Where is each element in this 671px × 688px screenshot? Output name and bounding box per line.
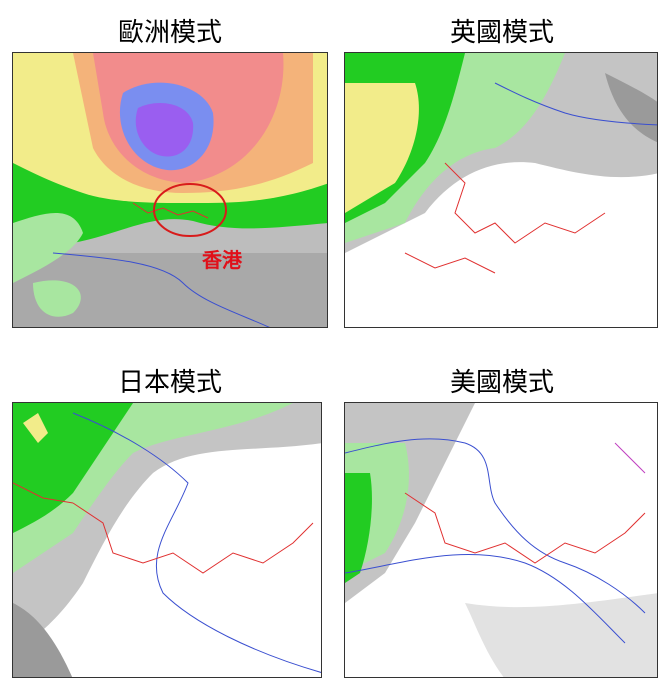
panel-title-ncep: 美國模式 xyxy=(449,368,554,398)
map-ukmo-svg xyxy=(345,53,657,327)
panel-title-ukmo: 英國模式 xyxy=(449,18,554,48)
panel-title-jma: 日本模式 xyxy=(117,368,222,398)
map-ncep xyxy=(344,402,658,678)
map-ncep-svg xyxy=(345,403,657,677)
map-jma-svg xyxy=(13,403,321,677)
map-jma xyxy=(12,402,322,678)
map-ecmwf-svg xyxy=(13,53,327,327)
panel-title-ecmwf: 歐洲模式 xyxy=(117,18,222,48)
hk-label: 香港 xyxy=(202,248,242,272)
map-ecmwf xyxy=(12,52,328,328)
map-ukmo xyxy=(344,52,658,328)
